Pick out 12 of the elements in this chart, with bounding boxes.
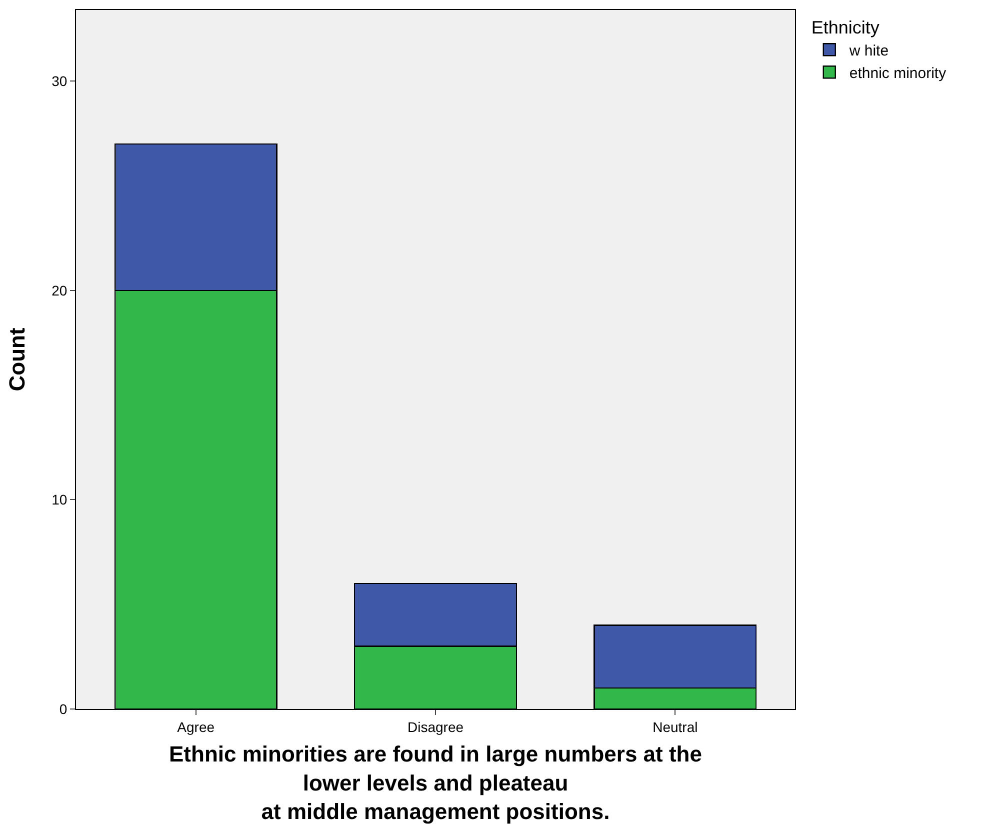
y-axis-title: Count bbox=[4, 327, 30, 392]
y-tick-label: 20 bbox=[52, 282, 68, 298]
x-tick-label: Neutral bbox=[652, 718, 698, 735]
x-tick-label: Agree bbox=[177, 718, 215, 735]
legend-label: ethnic minority bbox=[849, 65, 947, 82]
y-tick-label: 10 bbox=[52, 492, 68, 508]
y-tick-label: 30 bbox=[52, 73, 68, 90]
legend-label: w hite bbox=[848, 42, 889, 60]
x-axis-title: Ethnic minorities are found in large numbers at the lower levels and pleateau at middle management positions. bbox=[169, 742, 702, 824]
legend-title: Ethnicity bbox=[811, 17, 880, 38]
x-tick-label: Disagree bbox=[407, 718, 464, 735]
y-tick-label: 0 bbox=[59, 700, 68, 717]
